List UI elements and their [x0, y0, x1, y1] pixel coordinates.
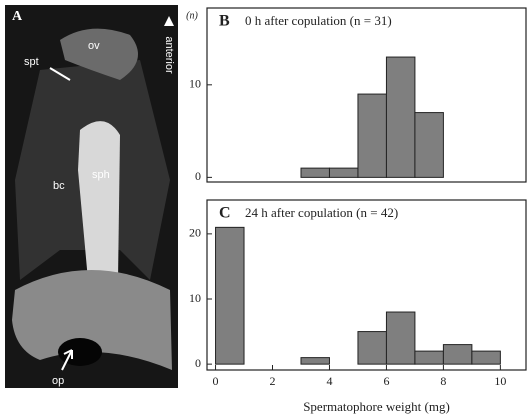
opening	[58, 338, 102, 366]
y-tick-label: 0	[195, 356, 201, 370]
x-tick-label: 0	[213, 374, 219, 388]
x-tick-label: 6	[383, 374, 389, 388]
bar	[328, 167, 359, 178]
arrow	[164, 16, 174, 26]
plot-frame	[206, 199, 527, 371]
pointer	[61, 349, 73, 371]
photo-label: bc	[53, 180, 65, 192]
panel-letter: C	[219, 205, 231, 222]
ovary	[60, 28, 138, 81]
x-tick-label: 4	[326, 374, 332, 388]
spermatophore	[78, 121, 120, 290]
y-axis-label: (n)	[186, 10, 198, 21]
photo-label: op	[52, 375, 64, 387]
plot-frame	[206, 7, 527, 183]
panel-letter: A	[12, 9, 23, 24]
photo-label: sph	[92, 169, 110, 181]
y-tick-label: 0	[195, 169, 201, 183]
bar	[471, 350, 501, 365]
bar	[385, 56, 416, 178]
photo-label: anterior	[163, 36, 175, 74]
bar	[300, 357, 330, 365]
panel-letter: B	[219, 13, 230, 30]
bar	[414, 350, 444, 365]
chart-title: 24 h after copulation (n = 42)	[245, 205, 398, 220]
pointer	[49, 67, 71, 81]
photo-panel: A ov anterior spt bc sph op	[5, 5, 178, 388]
y-tick-label: 10	[189, 291, 201, 305]
bar	[414, 112, 444, 178]
tissue-lower	[12, 270, 172, 370]
bar	[300, 167, 330, 178]
x-tick-label: 2	[270, 374, 276, 388]
x-tick-label: 10	[494, 374, 506, 388]
bar	[442, 344, 473, 365]
bar	[215, 226, 245, 365]
chart-title: 0 h after copulation (n = 31)	[245, 13, 392, 28]
bar	[385, 311, 416, 365]
bar	[357, 93, 387, 178]
y-tick-label: 20	[189, 226, 201, 240]
photo-label: spt	[24, 56, 39, 68]
y-tick-label: 10	[189, 77, 201, 91]
photo-label: ov	[88, 40, 100, 52]
bar	[357, 331, 387, 365]
x-tick-label: 8	[440, 374, 446, 388]
x-axis-label: Spermatophore weight (mg)	[303, 399, 450, 414]
